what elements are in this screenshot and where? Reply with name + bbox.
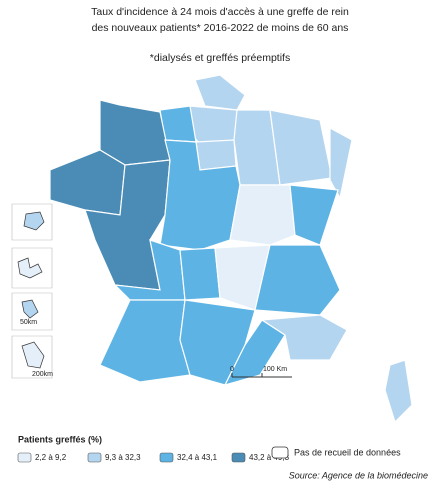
region bbox=[84, 159, 171, 291]
title-line: des nouveaux patients* 2016-2022 de moin… bbox=[92, 22, 349, 34]
region bbox=[223, 319, 286, 386]
region bbox=[179, 247, 221, 301]
region bbox=[260, 314, 348, 361]
region bbox=[99, 299, 191, 383]
region bbox=[289, 184, 339, 246]
region bbox=[269, 109, 333, 186]
legend-no-data-swatch bbox=[271, 446, 289, 459]
inset-territory bbox=[21, 299, 39, 319]
inset-scale-label: 50km bbox=[20, 319, 37, 326]
region bbox=[194, 74, 246, 111]
region bbox=[254, 244, 341, 316]
legend-title: Patients greffés (%) bbox=[18, 434, 102, 444]
inset-frame bbox=[11, 335, 53, 379]
legend-label: 43,2 à 49,3 bbox=[249, 453, 290, 462]
legend-swatch bbox=[17, 452, 32, 463]
inset-frame bbox=[11, 292, 53, 331]
legend-swatch bbox=[159, 452, 174, 463]
scale-bar: 0 100 Km bbox=[230, 366, 292, 378]
legend-label: 9,3 à 32,3 bbox=[105, 453, 141, 462]
title-line: Taux d'incidence à 24 mois d'accès à une… bbox=[91, 6, 349, 18]
region bbox=[329, 126, 353, 200]
source: Source: Agence de la biomédecine bbox=[289, 470, 428, 480]
inset-territory bbox=[23, 211, 45, 231]
scale-label: 100 Km bbox=[263, 366, 287, 373]
france-map bbox=[49, 74, 413, 424]
region bbox=[229, 184, 296, 246]
subtitle: *dialysés et greffés préemptifs bbox=[150, 52, 290, 64]
region bbox=[195, 139, 237, 171]
overseas-insets bbox=[11, 203, 53, 379]
region bbox=[49, 149, 126, 216]
inset-frame bbox=[11, 247, 53, 289]
legend-no-data: Pas de recueil de données bbox=[294, 447, 401, 457]
legend: 2,2 à 9,2 9,3 à 32,3 32,4 à 43,1 43,2 à 49,… bbox=[17, 452, 290, 463]
legend-label: 2,2 à 9,2 bbox=[35, 453, 67, 462]
legend-swatch bbox=[87, 452, 102, 463]
inset-territory bbox=[21, 341, 45, 369]
legend-label: 32,4 à 43,1 bbox=[177, 453, 218, 462]
legend-swatch bbox=[231, 452, 246, 463]
inset-frame bbox=[11, 203, 53, 241]
scale-label: 0 bbox=[230, 366, 234, 373]
region bbox=[384, 359, 413, 424]
inset-territory bbox=[17, 257, 43, 279]
inset-scale-label: 200km bbox=[32, 371, 53, 378]
